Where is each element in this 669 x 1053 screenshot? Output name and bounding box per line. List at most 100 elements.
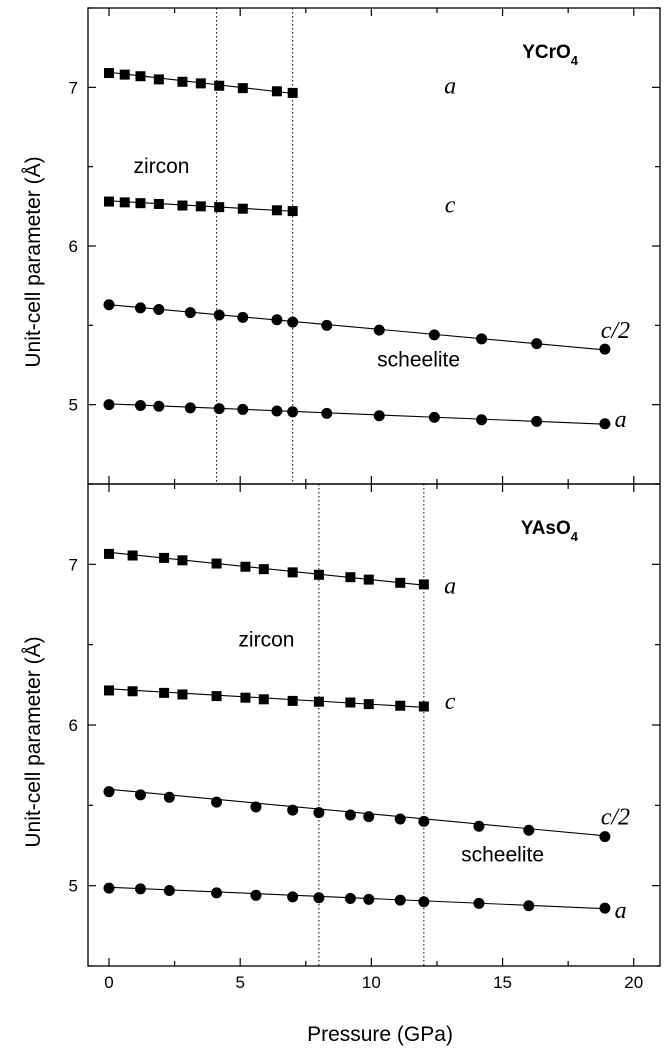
data-point-circle: [211, 887, 223, 899]
series-label: c: [445, 689, 456, 715]
fit-line: [108, 304, 605, 351]
data-point-circle: [531, 338, 543, 350]
data-point-circle: [473, 897, 485, 909]
data-point-square: [159, 687, 170, 698]
data-point-circle: [184, 402, 196, 414]
data-point-square: [153, 74, 164, 85]
data-point-circle: [153, 400, 165, 412]
data-point-circle: [418, 815, 430, 827]
data-point-circle: [344, 893, 356, 905]
data-point-square: [395, 577, 406, 588]
data-point-circle: [287, 891, 299, 903]
series-label: c/2: [601, 805, 630, 831]
data-point-circle: [271, 405, 283, 417]
data-point-square: [119, 197, 130, 208]
data-point-circle: [599, 902, 611, 914]
data-point-circle: [476, 414, 488, 426]
data-point-square: [103, 548, 114, 559]
data-point-square: [395, 700, 406, 711]
data-point-circle: [523, 900, 535, 912]
data-point-square: [159, 552, 170, 563]
data-point-circle: [321, 319, 333, 331]
series-label: a: [444, 74, 456, 100]
data-point-square: [363, 574, 374, 585]
data-point-circle: [313, 807, 325, 819]
data-point-square: [287, 206, 298, 217]
data-point-circle: [211, 796, 223, 808]
y-tick-label: 6: [69, 237, 78, 256]
data-point-circle: [418, 896, 430, 908]
data-point-square: [287, 567, 298, 578]
data-point-circle: [599, 418, 611, 430]
series-label: a: [615, 407, 627, 433]
data-point-square: [271, 86, 282, 97]
data-point-square: [258, 564, 269, 575]
data-point-circle: [599, 343, 611, 355]
compound-subscript: 4: [571, 529, 579, 544]
data-point-circle: [237, 403, 249, 415]
data-point-square: [177, 76, 188, 87]
data-point-circle: [344, 809, 356, 821]
data-point-square: [287, 87, 298, 98]
data-point-circle: [531, 415, 543, 427]
phase-label-zircon: zircon: [133, 155, 189, 178]
data-point-circle: [313, 892, 325, 904]
series-label: a: [615, 898, 627, 924]
data-point-circle: [373, 410, 385, 422]
data-point-square: [287, 695, 298, 706]
data-point-square: [418, 579, 429, 590]
data-point-square: [345, 697, 356, 708]
data-point-square: [177, 689, 188, 700]
data-point-circle: [250, 801, 262, 813]
fit-line: [108, 403, 605, 425]
data-point-square: [345, 572, 356, 583]
data-point-square: [258, 694, 269, 705]
data-point-square: [240, 561, 251, 572]
phase-label-zircon: zircon: [238, 628, 294, 651]
data-point-square: [313, 569, 324, 580]
data-point-circle: [394, 813, 406, 825]
series-label: c/2: [601, 318, 630, 344]
x-tick-label: 5: [235, 973, 244, 992]
data-point-circle: [428, 411, 440, 423]
data-point-square: [313, 696, 324, 707]
panel-yaso4: 5 6 7 YAsO4 zircon scheelite a c c/2 a: [69, 483, 661, 967]
data-point-square: [211, 691, 222, 702]
data-point-circle: [213, 309, 225, 321]
data-point-square: [271, 205, 282, 216]
data-point-circle: [287, 316, 299, 328]
data-point-circle: [163, 791, 175, 803]
y-axis-title-top: Unit-cell parameter (Å): [22, 156, 45, 367]
data-point-circle: [134, 302, 146, 314]
data-point-square: [119, 69, 130, 80]
data-point-square: [177, 200, 188, 211]
phase-label-scheelite: scheelite: [377, 349, 460, 372]
data-point-square: [418, 701, 429, 712]
series-scheelite-a: a: [103, 882, 627, 924]
data-point-square: [211, 558, 222, 569]
y-axis-title-bottom: Unit-cell parameter (Å): [22, 636, 45, 847]
series-label: c: [445, 193, 456, 219]
x-axis: 0 5 10 15 20: [104, 973, 643, 992]
data-point-square: [127, 550, 138, 561]
x-axis-title: Pressure (GPa): [307, 1023, 453, 1046]
data-point-circle: [473, 820, 485, 832]
series-zircon-c: c: [103, 193, 456, 219]
y-tick-label: 7: [69, 555, 78, 574]
data-point-square: [103, 68, 114, 79]
series-scheelite-a: a: [103, 399, 627, 433]
compound-label: YCrO4: [522, 42, 579, 68]
data-point-square: [195, 78, 206, 89]
data-point-circle: [271, 314, 283, 326]
series-zircon-c: c: [103, 685, 456, 715]
series-scheelite-c-2: c/2: [103, 299, 630, 355]
x-tick-label: 10: [362, 973, 381, 992]
data-point-circle: [599, 831, 611, 843]
data-point-square: [135, 71, 146, 82]
compound-label: YAsO4: [521, 518, 579, 544]
data-point-circle: [363, 893, 375, 905]
x-tick-label: 0: [104, 973, 113, 992]
data-point-square: [135, 198, 146, 209]
data-point-square: [237, 83, 248, 94]
